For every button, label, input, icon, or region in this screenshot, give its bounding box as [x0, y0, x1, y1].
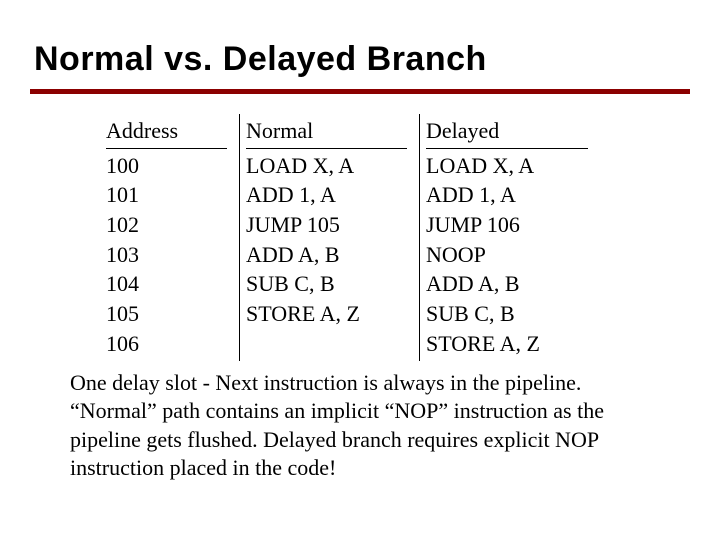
slide-content: Address 100 101 102 103 104 105 106 Norm… — [100, 114, 650, 483]
cell-normal: ADD A, B — [246, 240, 407, 270]
slide-title: Normal vs. Delayed Branch — [34, 40, 690, 79]
cell-normal: LOAD X, A — [246, 151, 407, 181]
header-delayed: Delayed — [426, 116, 588, 149]
cell-delayed: STORE A, Z — [426, 329, 588, 359]
cell-normal — [246, 329, 407, 359]
cell-address: 105 — [106, 299, 227, 329]
title-underline-rule — [30, 89, 690, 94]
cell-delayed: SUB C, B — [426, 299, 588, 329]
header-normal: Normal — [246, 116, 407, 149]
cell-delayed: NOOP — [426, 240, 588, 270]
cell-address: 104 — [106, 269, 227, 299]
explanation-text: One delay slot - Next instruction is alw… — [70, 369, 660, 483]
cell-address: 103 — [106, 240, 227, 270]
cell-normal: JUMP 105 — [246, 210, 407, 240]
cell-delayed: ADD A, B — [426, 269, 588, 299]
cell-normal: SUB C, B — [246, 269, 407, 299]
cell-delayed: ADD 1, A — [426, 180, 588, 210]
cell-normal: ADD 1, A — [246, 180, 407, 210]
cell-address: 101 — [106, 180, 227, 210]
cell-normal: STORE A, Z — [246, 299, 407, 329]
column-normal: Normal LOAD X, A ADD 1, A JUMP 105 ADD A… — [240, 114, 420, 361]
column-delayed: Delayed LOAD X, A ADD 1, A JUMP 106 NOOP… — [420, 114, 600, 361]
cell-address: 100 — [106, 151, 227, 181]
cell-delayed: LOAD X, A — [426, 151, 588, 181]
cell-delayed: JUMP 106 — [426, 210, 588, 240]
cell-address: 102 — [106, 210, 227, 240]
cell-address: 106 — [106, 329, 227, 359]
column-address: Address 100 101 102 103 104 105 106 — [100, 114, 240, 361]
instruction-table: Address 100 101 102 103 104 105 106 Norm… — [100, 114, 650, 361]
header-address: Address — [106, 116, 227, 149]
